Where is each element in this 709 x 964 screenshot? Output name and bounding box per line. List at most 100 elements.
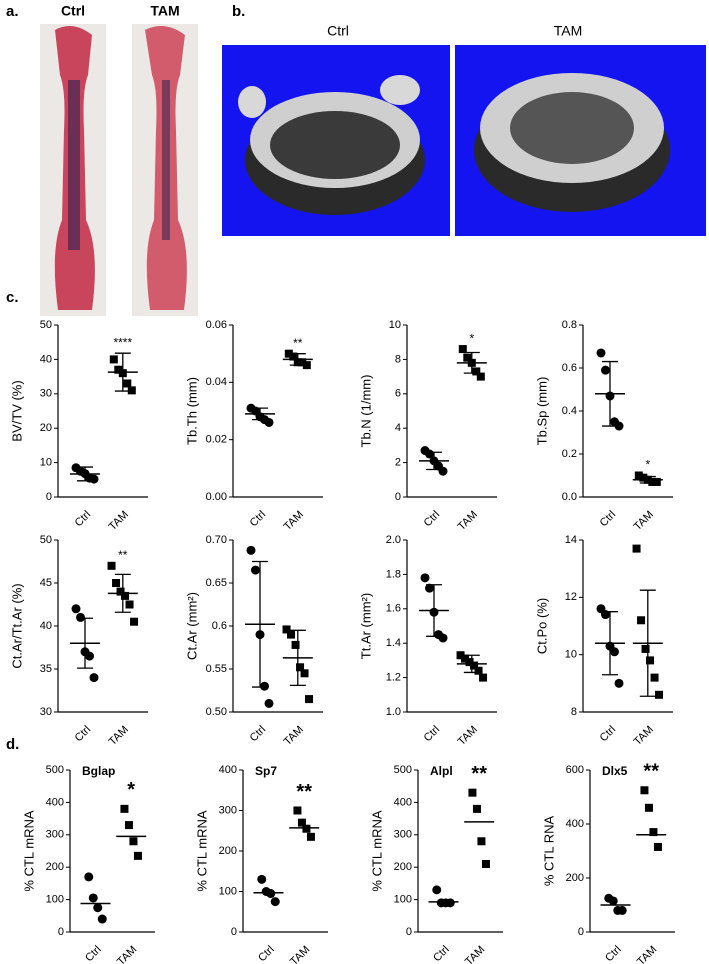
significance: ** [293,336,303,350]
data-point [456,651,465,660]
y-tick-label: 10 [40,457,52,469]
y-tick-label: 0.55 [206,663,227,675]
data-point [120,804,129,813]
data-point [472,804,481,813]
y-axis-label: % CTL mRNA [369,810,384,891]
x-tick-label: TAM [463,944,487,964]
error-bar [252,407,268,421]
data-point [88,893,98,903]
error-bar [463,351,480,374]
data-point [266,889,276,899]
x-tick-label: Ctrl [598,724,619,745]
data-point [124,821,133,830]
data-point [71,604,81,614]
data-point [463,353,472,362]
y-tick-label: 300 [219,804,237,816]
error-bar [252,560,268,688]
data-point [610,647,619,657]
data-point [306,832,315,841]
y-tick-label: 0.06 [206,319,227,331]
chart-title: Alpl [430,764,453,778]
x-tick-label: TAM [632,724,656,748]
y-tick-label: 2.0 [386,534,401,546]
x-tick-label: Ctrl [431,944,452,964]
error-bar [289,353,306,366]
data-point [127,386,136,395]
y-tick-label: 0.70 [206,534,227,546]
error-bar [114,352,131,392]
data-point [84,872,94,882]
data-point [601,365,610,375]
data-point [476,372,485,381]
y-tick-label: 0 [578,926,584,938]
data-point [260,681,269,691]
y-tick-label: 0.50 [206,706,227,718]
y-tick-label: 400 [566,818,584,830]
x-tick-label: TAM [456,724,480,748]
data-point [282,625,291,634]
y-axis-label: BV/TV (%) [9,380,24,441]
data-point [133,851,142,860]
x-tick-label: Ctrl [598,509,619,530]
significance: * [645,458,650,472]
chart-title: Dlx5 [602,764,628,778]
y-tick-label: 30 [40,388,52,400]
data-point [298,358,307,367]
y-tick-label: 0 [395,491,401,503]
significance: * [127,779,135,801]
data-point [632,544,641,553]
y-tick-label: 6 [395,388,401,400]
x-tick-label: Ctrl [422,724,443,745]
data-point [614,421,624,431]
y-axis-label: % CTL mRNA [21,810,36,891]
error-bar [639,475,656,484]
y-tick-label: 8 [571,706,577,718]
data-point [432,885,442,895]
error-bar [426,451,442,471]
y-tick-label: 12 [565,591,577,603]
error-bar [77,617,93,669]
data-point [634,471,643,480]
data-point [302,361,311,370]
y-tick-label: 0.8 [562,319,577,331]
y-tick-label: 200 [566,872,584,884]
data-point [639,473,648,482]
image-label: Ctrl [327,23,349,39]
panel-label: b. [232,3,245,20]
error-bar [463,654,480,674]
data-point [472,367,481,376]
y-tick-label: 500 [394,764,412,776]
data-point [650,673,659,682]
error-bar [602,360,618,427]
y-tick-label: 400 [219,764,237,776]
data-point [302,824,311,833]
data-point [297,818,306,827]
data-point [468,788,477,797]
data-point [641,644,650,653]
data-point [270,897,280,907]
significance: ** [296,781,312,803]
data-point [653,842,662,851]
data-point [461,654,470,663]
x-tick-label: Ctrl [248,509,269,530]
y-tick-label: 0.0 [562,491,577,503]
y-tick-label: 0.2 [562,448,577,460]
data-point [474,666,483,675]
y-tick-label: 400 [394,796,412,808]
data-point [123,379,132,388]
data-point [644,803,653,812]
x-tick-label: Ctrl [83,944,104,964]
marrow [68,80,80,250]
error-bar [639,589,656,697]
y-tick-label: 2 [395,457,401,469]
data-point [296,663,305,672]
data-point [438,466,448,476]
y-tick-label: 0.00 [206,491,227,503]
y-tick-label: 0.04 [206,376,227,388]
data-point [477,837,486,846]
data-point [425,583,434,593]
y-tick-label: 10 [389,319,401,331]
data-point [614,678,624,688]
y-tick-label: 50 [40,534,52,546]
